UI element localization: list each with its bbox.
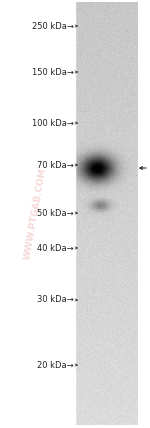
Text: 70 kDa→: 70 kDa→: [37, 160, 74, 169]
Text: 150 kDa→: 150 kDa→: [32, 68, 74, 77]
Bar: [0, 0, 75, 428]
Text: 20 kDa→: 20 kDa→: [37, 360, 74, 369]
Text: 30 kDa→: 30 kDa→: [37, 295, 74, 304]
Text: 40 kDa→: 40 kDa→: [37, 244, 74, 253]
Text: 100 kDa→: 100 kDa→: [32, 119, 74, 128]
Text: 250 kDa→: 250 kDa→: [32, 21, 74, 30]
Text: 50 kDa→: 50 kDa→: [37, 208, 74, 217]
Text: WWW.PTGAB.COM: WWW.PTGAB.COM: [22, 167, 48, 261]
